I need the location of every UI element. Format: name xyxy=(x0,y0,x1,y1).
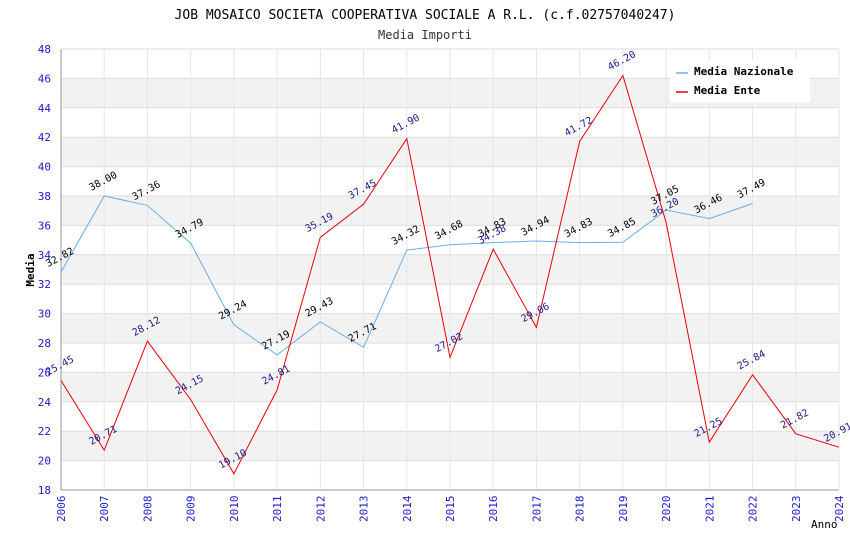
y-tick-label: 30 xyxy=(38,308,51,321)
x-tick-label: 2012 xyxy=(314,496,327,523)
y-tick-label: 38 xyxy=(38,190,51,203)
x-axis-label: Anno xyxy=(811,518,838,531)
x-tick-label: 2021 xyxy=(703,496,716,523)
legend: Media Nazionale Media Ente xyxy=(670,60,810,102)
x-tick-label: 2014 xyxy=(401,495,414,522)
x-tick-label: 2011 xyxy=(271,496,284,523)
x-tick-label: 2018 xyxy=(574,496,587,523)
y-tick-label: 24 xyxy=(38,396,52,409)
x-tick-label: 2015 xyxy=(444,496,457,523)
y-axis-label: Media xyxy=(24,253,37,286)
y-tick-label: 48 xyxy=(38,43,51,56)
x-tick-label: 2017 xyxy=(530,496,543,523)
x-tick-label: 2008 xyxy=(141,496,154,523)
y-tick-label: 34 xyxy=(38,249,52,262)
chart-title: JOB MOSAICO SOCIETA COOPERATIVA SOCIALE … xyxy=(175,8,676,23)
legend-label-nazionale: Media Nazionale xyxy=(694,65,794,78)
data-label-ente: 21.82 xyxy=(779,408,811,432)
data-label-ente: 41.90 xyxy=(390,112,422,136)
x-tick-label: 2024 xyxy=(833,495,846,522)
x-tick-label: 2020 xyxy=(660,496,673,523)
y-tick-label: 28 xyxy=(38,337,51,350)
y-tick-label: 40 xyxy=(38,161,51,174)
data-label-ente: 46.20 xyxy=(606,49,638,73)
legend-label-ente: Media Ente xyxy=(694,84,761,97)
x-tick-label: 2023 xyxy=(790,496,803,523)
grid xyxy=(60,48,840,491)
x-tick-label: 2013 xyxy=(358,496,371,523)
data-label-ente: 25.84 xyxy=(736,349,768,373)
y-tick-label: 36 xyxy=(38,219,51,232)
x-tick-label: 2019 xyxy=(617,496,630,523)
y-tick-label: 42 xyxy=(38,131,51,144)
y-tick-label: 22 xyxy=(38,425,51,438)
y-tick-label: 20 xyxy=(38,455,51,468)
chart-subtitle: Media Importi xyxy=(378,28,472,42)
data-label-nazionale: 38.00 xyxy=(87,170,119,194)
y-tick-label: 26 xyxy=(38,366,51,379)
x-tick-label: 2006 xyxy=(55,496,68,523)
x-tick-label: 2022 xyxy=(747,496,760,523)
y-tick-label: 44 xyxy=(38,102,52,115)
legend-box xyxy=(670,60,810,102)
series-lines xyxy=(60,74,840,475)
data-label-ente: 41.72 xyxy=(563,115,595,139)
x-tick-label: 2010 xyxy=(228,496,241,523)
x-tick-label: 2009 xyxy=(185,496,198,523)
series-line-nazionale xyxy=(60,195,753,356)
x-tick-label: 2007 xyxy=(98,496,111,523)
series-line-ente xyxy=(60,74,840,475)
data-label-nazionale: 34.32 xyxy=(390,224,422,248)
y-tick-label: 18 xyxy=(38,484,51,497)
y-tick-label: 46 xyxy=(38,72,51,85)
x-tick-label: 2016 xyxy=(487,496,500,523)
y-tick-label: 32 xyxy=(38,278,51,291)
